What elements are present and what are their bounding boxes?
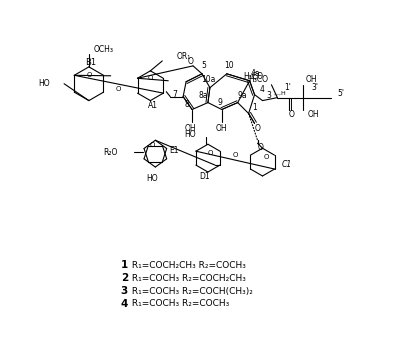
Text: H₃CO: H₃CO (243, 72, 263, 81)
Text: 1: 1 (252, 103, 257, 112)
Text: 3: 3 (120, 286, 128, 296)
Text: 9a: 9a (238, 91, 247, 100)
Text: 5: 5 (201, 61, 206, 70)
Text: OR₁: OR₁ (176, 53, 190, 62)
Text: 3': 3' (311, 83, 318, 92)
Text: 8: 8 (185, 100, 190, 109)
Text: O: O (116, 86, 121, 92)
Text: 9: 9 (217, 98, 222, 107)
Text: 4: 4 (260, 85, 265, 94)
Text: OH: OH (184, 124, 196, 133)
Text: C1: C1 (281, 160, 292, 168)
Text: O: O (233, 152, 238, 158)
Text: 10a: 10a (201, 75, 215, 84)
Text: O: O (187, 57, 193, 66)
Text: O: O (86, 72, 92, 78)
Text: R₂O: R₂O (103, 148, 118, 157)
Text: R₁=COCH₃ R₂=COCH₂CH₃: R₁=COCH₃ R₂=COCH₂CH₃ (128, 274, 245, 283)
Text: E1: E1 (169, 146, 179, 155)
Text: 2: 2 (120, 273, 128, 283)
Text: 4a: 4a (251, 69, 261, 78)
Text: OH: OH (216, 124, 228, 133)
Text: 10: 10 (224, 61, 233, 70)
Text: OCH₃: OCH₃ (94, 45, 114, 54)
Text: O: O (150, 142, 155, 148)
Text: R₁=COCH₂CH₃ R₂=COCH₃: R₁=COCH₂CH₃ R₂=COCH₃ (128, 261, 245, 270)
Text: O: O (148, 75, 153, 81)
Text: 7: 7 (173, 90, 178, 99)
Text: D1: D1 (200, 173, 210, 181)
Text: H₃CO: H₃CO (249, 75, 269, 84)
Text: HO: HO (39, 79, 50, 88)
Text: B1: B1 (85, 58, 97, 68)
Text: 3: 3 (266, 91, 271, 100)
Text: OH: OH (307, 110, 319, 119)
Text: HO: HO (184, 130, 196, 139)
Text: O: O (255, 124, 261, 133)
Text: 1': 1' (284, 83, 291, 92)
Text: 8a: 8a (198, 91, 208, 100)
Text: A1: A1 (148, 101, 158, 110)
Text: O: O (288, 110, 294, 119)
Text: ,,,,H: ,,,,H (273, 91, 286, 96)
Text: OH: OH (305, 75, 317, 84)
Text: R₁=COCH₃ R₂=COCH(CH₃)₂: R₁=COCH₃ R₂=COCH(CH₃)₂ (128, 286, 253, 295)
Text: 5': 5' (337, 89, 344, 98)
Text: R₁=COCH₃ R₂=COCH₃: R₁=COCH₃ R₂=COCH₃ (128, 300, 229, 308)
Text: O: O (258, 143, 263, 152)
Text: O: O (264, 154, 269, 160)
Text: O: O (207, 150, 213, 156)
Text: 1: 1 (120, 260, 128, 270)
Text: HO: HO (146, 174, 158, 183)
Text: 4: 4 (120, 299, 128, 309)
